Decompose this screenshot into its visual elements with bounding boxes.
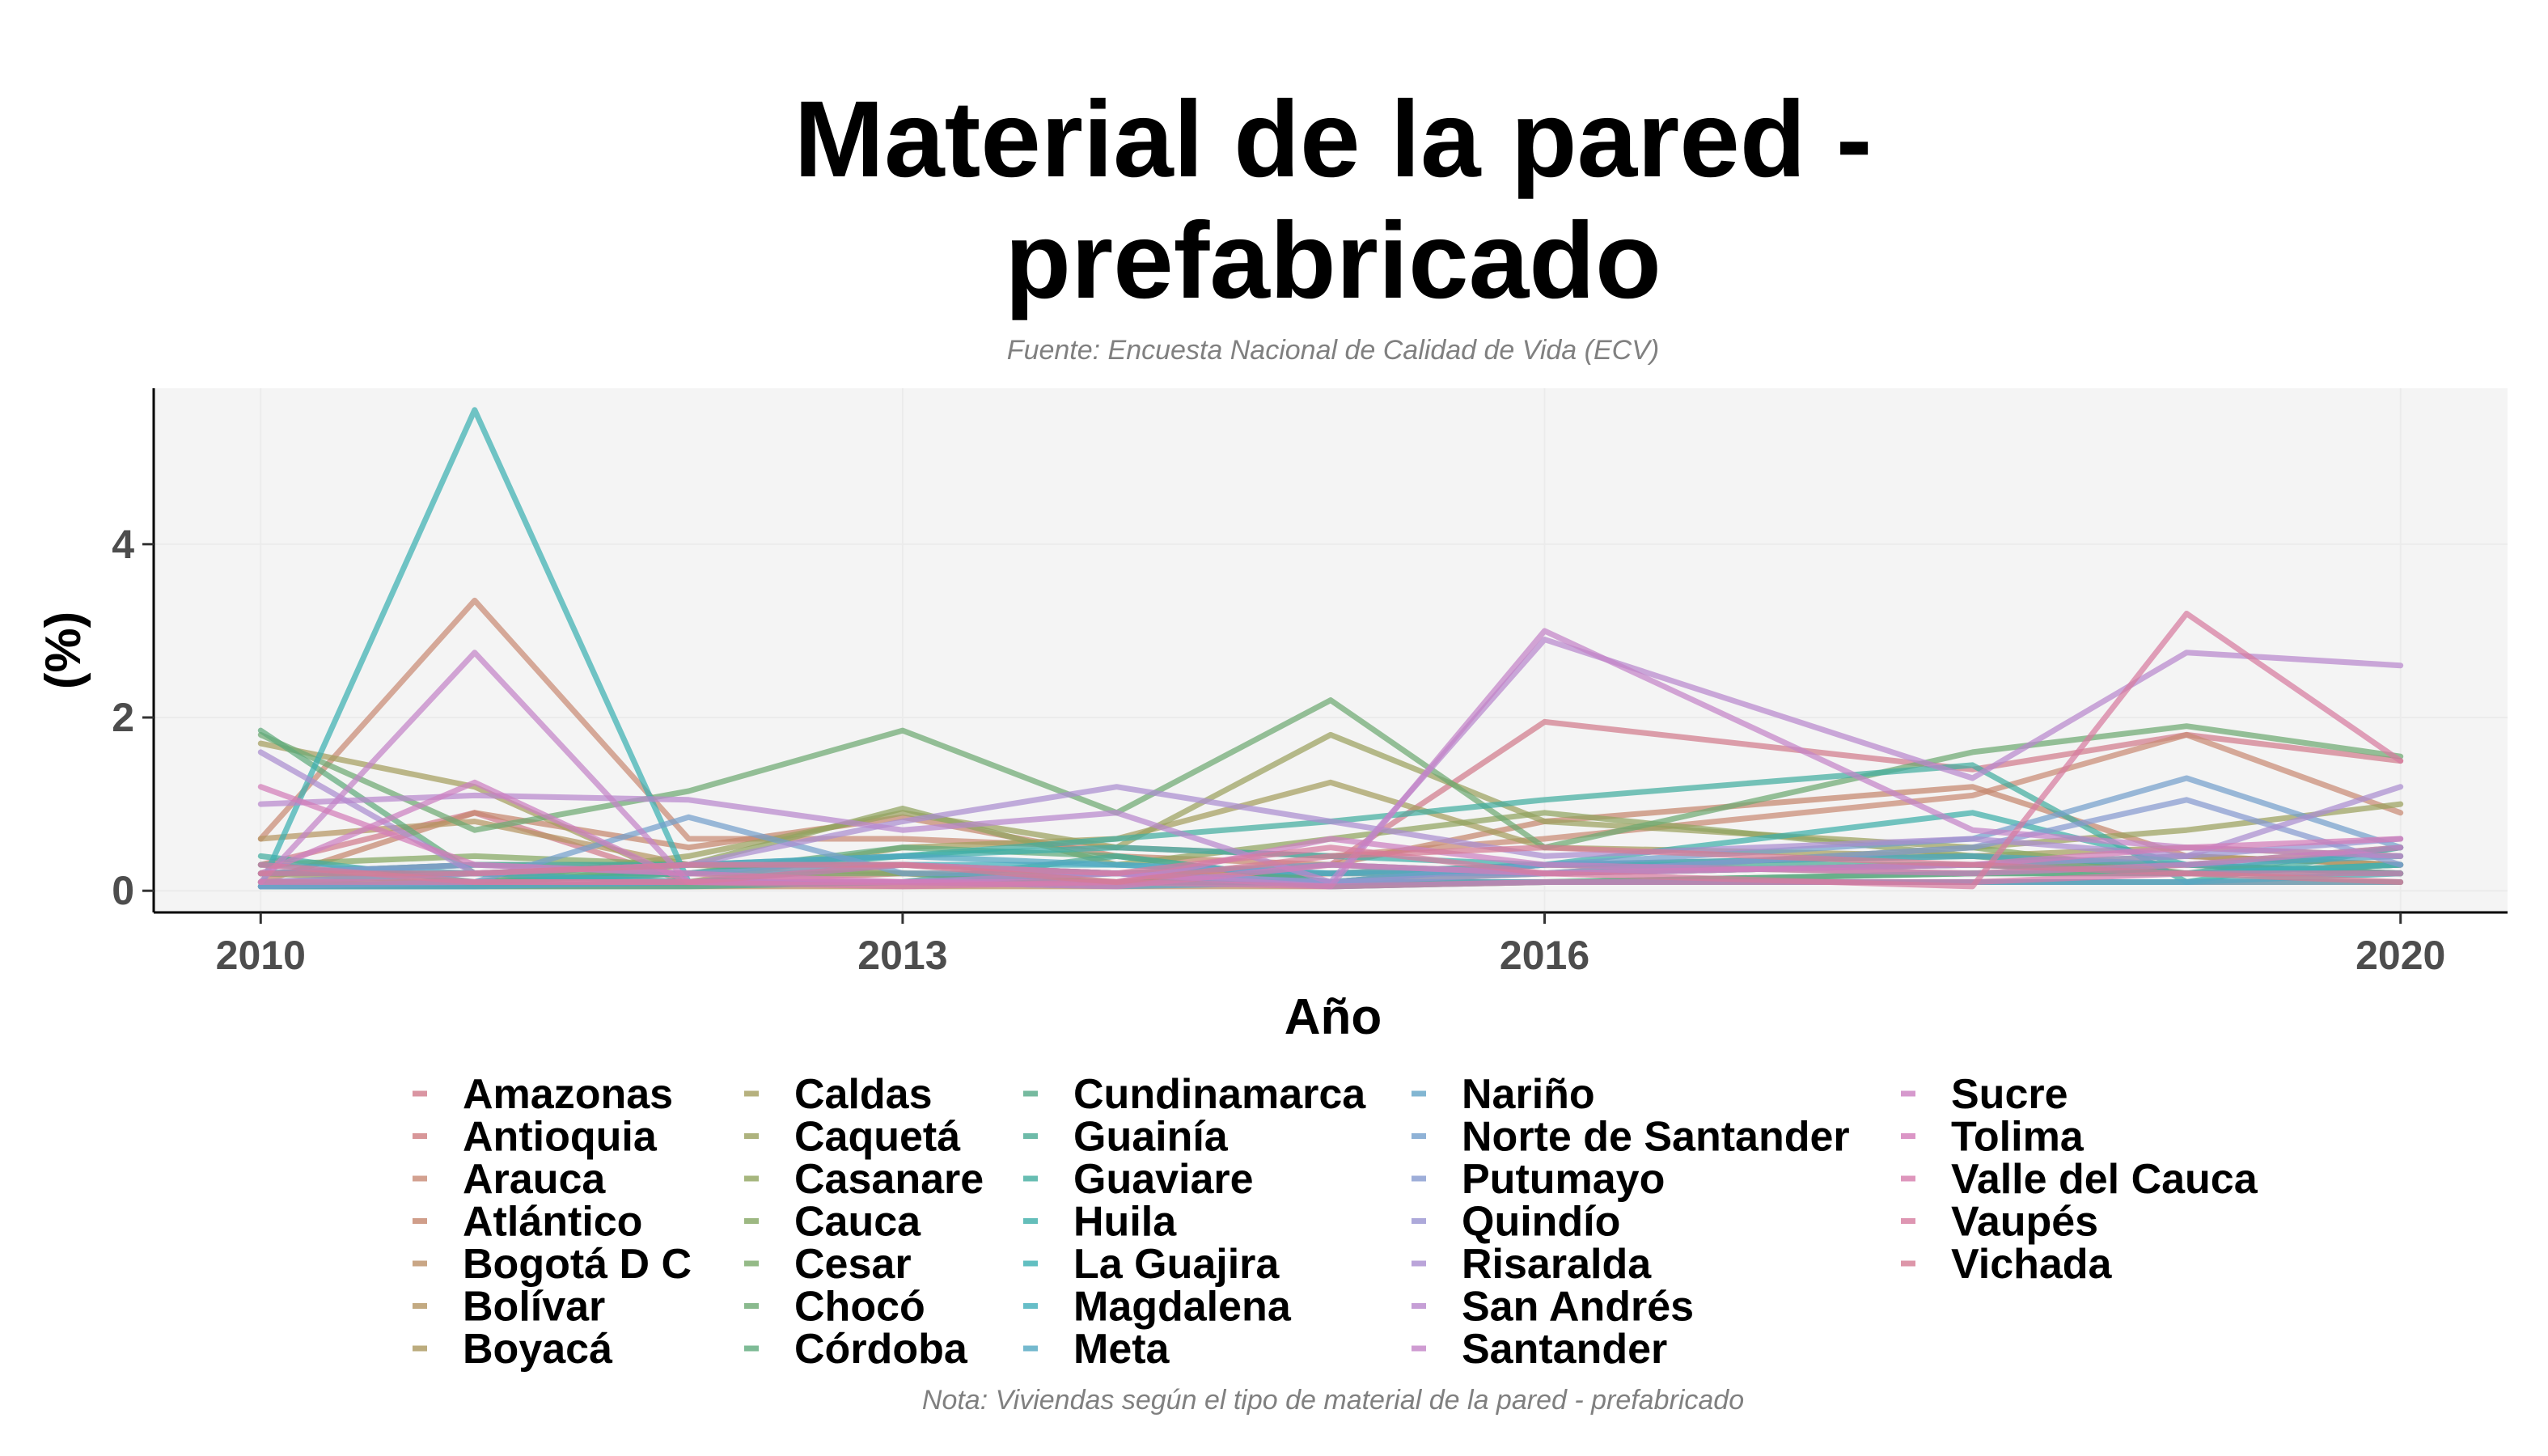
legend-label-tolima: Tolima	[1951, 1114, 2085, 1161]
legend-label-cauca: Cauca	[794, 1199, 921, 1246]
chart-caption: Nota: Viviendas según el tipo de materia…	[922, 1385, 1744, 1416]
legend-label-putumayo: Putumayo	[1462, 1156, 1665, 1203]
grid-lines	[154, 388, 2508, 912]
legend-label-caldas: Caldas	[794, 1071, 933, 1118]
legend-label-boyaca: Boyacá	[463, 1326, 613, 1373]
chart-subtitle: Fuente: Encuesta Nacional de Calidad de …	[1007, 335, 1659, 366]
legend-label-guainia: Guainía	[1073, 1114, 1229, 1161]
legend-label-cesar: Cesar	[794, 1241, 912, 1288]
legend-label-bogota-d-c: Bogotá D C	[463, 1241, 692, 1288]
series-line-santander	[257, 628, 2404, 890]
series-line-vaupes	[257, 611, 2404, 890]
y-axis-ticks: 0 2 4	[112, 522, 154, 913]
legend-label-san-andres: San Andrés	[1462, 1284, 1694, 1331]
legend-label-narino: Nariño	[1462, 1071, 1595, 1118]
legend-label-quindio: Quindío	[1462, 1199, 1620, 1246]
legend-label-cundinamarca: Cundinamarca	[1073, 1071, 1366, 1118]
legend-label-atlantico: Atlántico	[463, 1199, 642, 1246]
y-axis-title: (%)	[36, 612, 91, 689]
x-axis-title: Año	[1285, 989, 1382, 1045]
legend-label-magdalena: Magdalena	[1073, 1284, 1292, 1331]
legend-label-norte-de-santander: Norte de Santander	[1462, 1114, 1850, 1161]
series-line-choco	[257, 697, 2404, 851]
x-tick-label: 2013	[857, 933, 947, 978]
legend-label-huila: Huila	[1073, 1199, 1177, 1246]
legend-label-casanare: Casanare	[794, 1156, 984, 1203]
legend-label-guaviare: Guaviare	[1073, 1156, 1254, 1203]
x-tick-label: 2016	[1500, 933, 1589, 978]
legend-label-vichada: Vichada	[1951, 1241, 2113, 1288]
legend-label-meta: Meta	[1073, 1326, 1170, 1373]
y-tick-label: 0	[112, 868, 134, 913]
legend-label-caqueta: Caquetá	[794, 1114, 961, 1161]
legend-label-risaralda: Risaralda	[1462, 1241, 1652, 1288]
chart-title-line-2: prefabricado	[1005, 201, 1661, 321]
legend-label-bolivar: Bolívar	[463, 1284, 605, 1331]
legend-label-vaupes: Vaupés	[1951, 1199, 2098, 1246]
x-axis-ticks: 2010 2013 2016 2020	[216, 912, 2445, 978]
x-tick-label: 2010	[216, 933, 306, 978]
series-lines	[257, 407, 2404, 890]
y-tick-label: 4	[112, 522, 134, 567]
series-line-vichada	[257, 844, 2404, 885]
legend-label-la-guajira: La Guajira	[1073, 1241, 1280, 1288]
legend-label-amazonas: Amazonas	[463, 1071, 673, 1118]
legend-label-cordoba: Córdoba	[794, 1326, 968, 1373]
series-line-san-andres	[257, 637, 2404, 885]
legend-label-antioquia: Antioquia	[463, 1114, 658, 1161]
x-tick-label: 2020	[2355, 933, 2445, 978]
legend-label-sucre: Sucre	[1951, 1071, 2068, 1118]
y-tick-label: 2	[112, 695, 134, 740]
legend-label-santander: Santander	[1462, 1326, 1667, 1373]
legend-label-valle-del-cauca: Valle del Cauca	[1951, 1156, 2258, 1203]
chart-title-line-1: Material de la pared -	[794, 79, 1873, 200]
legend-label-arauca: Arauca	[463, 1156, 606, 1203]
legend-label-choco: Chocó	[794, 1284, 925, 1331]
